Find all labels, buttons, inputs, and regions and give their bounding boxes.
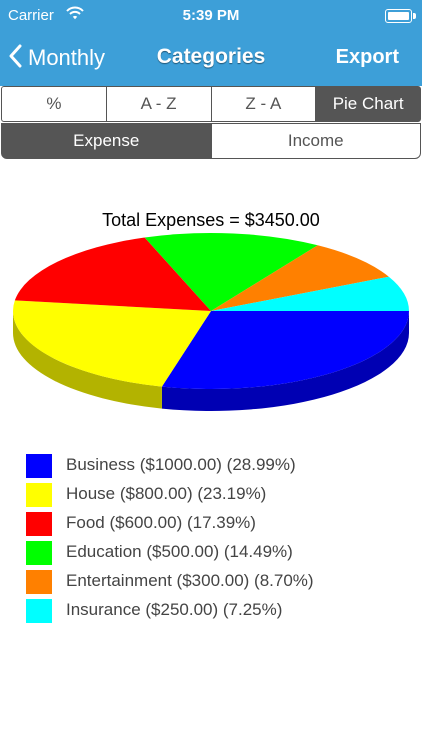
legend-swatch [26,541,52,565]
pie-side-house [13,311,162,409]
pie-slice-business [161,311,409,389]
chevron-left-icon [8,44,22,73]
status-bar: Carrier 5:39 PM [0,0,422,32]
tab-z-a[interactable]: Z - A [210,86,317,122]
tab-a-z[interactable]: A - Z [105,86,212,122]
pie-slice-food [14,237,212,311]
legend-swatch [26,570,52,594]
legend-label: Entertainment ($300.00) (8.70%) [66,571,314,590]
export-button[interactable]: Export [335,46,399,68]
pie-slice-insurance [211,276,409,311]
sort-segmented-control: % A - Z Z - A Pie Chart [1,86,421,122]
back-button[interactable]: Monthly [8,41,105,75]
legend-label: Food ($600.00) (17.39%) [66,513,256,532]
battery-icon [385,9,416,23]
legend-swatch [26,512,52,536]
carrier-label: Carrier [8,7,54,24]
legend-swatch [26,599,52,623]
navigation-bar: Monthly Categories Export [0,32,422,86]
wifi-icon [66,6,84,24]
legend-label: Insurance ($250.00) (7.25%) [66,600,283,619]
legend-label: Business ($1000.00) (28.99%) [66,455,296,474]
legend-label: Education ($500.00) (14.49%) [66,542,293,561]
pie-slice-entertainment [211,245,389,311]
pie-side-business [161,311,410,411]
tab-expense[interactable]: Expense [1,123,212,159]
pie-slice-house [13,300,212,387]
back-button-label: Monthly [28,45,106,70]
type-segmented-control: Expense Income [1,123,421,159]
chart-title: Total Expenses = $3450.00 [102,210,320,230]
status-time: 5:39 PM [182,7,240,24]
pie-chart [13,233,410,411]
tab-pie-chart[interactable]: Pie Chart [315,86,421,122]
pie-slice-education [144,233,318,311]
legend-label: House ($800.00) (23.19%) [66,484,267,503]
tab-income[interactable]: Income [210,123,421,159]
legend-swatch [26,454,52,478]
header-bar: Carrier 5:39 PM Monthly Categories Expor… [0,0,422,86]
legend-swatch [26,483,52,507]
tab-percent[interactable]: % [1,86,107,122]
